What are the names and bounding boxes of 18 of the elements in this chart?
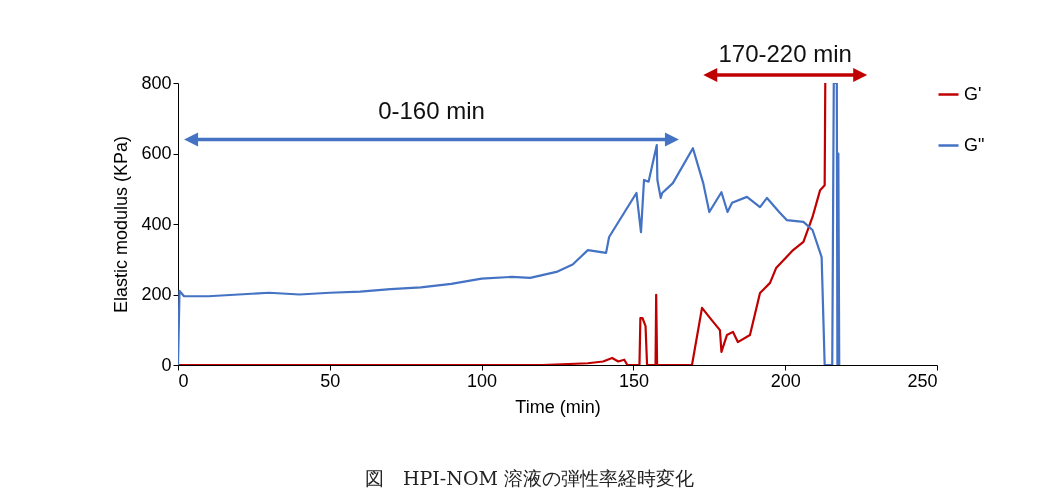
y-tick-label: 600 [141,143,172,163]
x-axis-title: Time (min) [515,396,601,417]
annotation: 0-160 min [378,97,485,126]
y-tick-label: 800 [141,72,172,93]
y-tick-label: 400 [141,213,172,234]
y-axis-title: Elastic modulus (KPa) [111,135,132,314]
legend-label: G' [964,83,982,104]
x-tick-label: 250 [907,370,938,391]
x-tick-label: 0 [178,370,189,391]
x-tick-label: 200 [770,370,801,391]
x-tick-label: 100 [467,370,498,391]
x-tick-label: 50 [320,370,341,391]
y-tick-label: 200 [141,284,172,304]
legend-label: G" [964,134,985,155]
text: 170-220 min [718,40,852,69]
text: 図 HPI-NOM 溶液の弾性率経時変化 [364,466,695,491]
y-tick-label: 0 [161,354,172,375]
x-tick-label: 150 [618,370,649,391]
